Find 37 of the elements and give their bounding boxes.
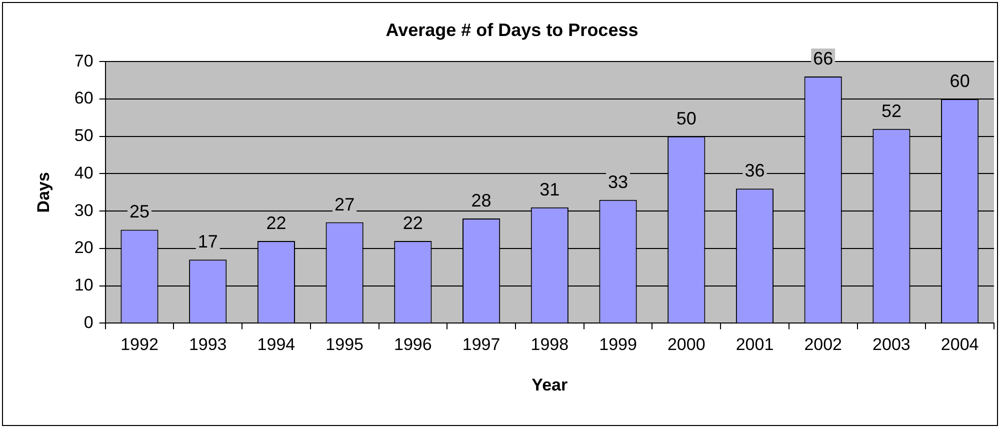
y-tick-label: 70	[74, 51, 94, 70]
data-label: 31	[540, 179, 560, 200]
y-axis-title: Days	[34, 172, 53, 213]
x-tick-label: 1997	[462, 335, 500, 354]
x-tick-label: 1998	[530, 335, 569, 354]
x-tick-label: 1994	[257, 335, 296, 354]
x-tick-label: 1996	[394, 335, 432, 354]
x-tick-label: 2002	[804, 335, 842, 354]
y-tick-label: 0	[84, 312, 94, 332]
y-tick-label: 10	[74, 276, 94, 295]
x-tick-label: 2003	[872, 335, 910, 354]
chart-title: Average # of Days to Process	[386, 20, 638, 40]
x-tick-label: 2000	[667, 335, 706, 354]
x-tick-label: 2001	[736, 335, 774, 354]
data-label: 22	[402, 212, 423, 233]
data-label: 52	[881, 100, 902, 121]
y-tick-label: 30	[74, 200, 94, 220]
data-label: 66	[813, 48, 834, 69]
data-label: 17	[198, 232, 218, 252]
data-label: 27	[334, 194, 355, 214]
x-tick-label: 1993	[188, 335, 227, 354]
data-label: 60	[950, 70, 970, 91]
data-label: 50	[676, 108, 696, 128]
x-tick-label: 1995	[326, 335, 364, 354]
data-label: 36	[744, 160, 765, 181]
y-tick-label: 40	[74, 163, 94, 182]
data-label: 33	[608, 172, 628, 192]
y-tick-label: 60	[74, 88, 94, 108]
x-tick-label: 1992	[120, 335, 158, 354]
y-tick-label: 50	[74, 126, 94, 146]
data-label: 25	[129, 202, 150, 222]
data-label: 28	[471, 190, 492, 211]
x-tick-label: 1999	[599, 335, 637, 354]
x-axis-title: Year	[532, 375, 568, 394]
data-label: 22	[266, 212, 286, 233]
y-tick-label: 20	[74, 238, 94, 258]
x-tick-label: 2004	[940, 335, 979, 354]
